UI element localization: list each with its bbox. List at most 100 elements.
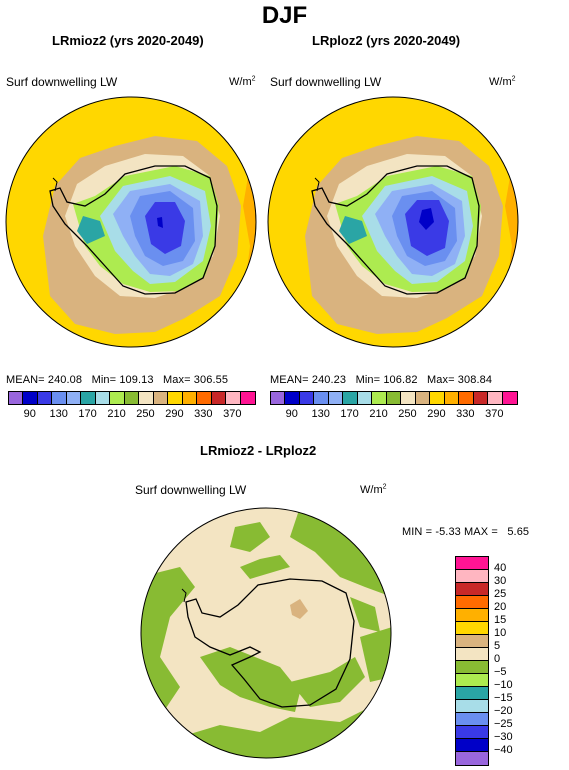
colorbar-swatch xyxy=(456,739,488,752)
colorbar-swatch xyxy=(343,392,358,404)
colorbar-swatch xyxy=(456,648,488,661)
colorbar-tick-label: 330 xyxy=(456,408,475,420)
colorbar-swatch xyxy=(456,557,488,570)
panel2-variable: Surf downwelling LW xyxy=(270,75,382,89)
colorbar-swatch xyxy=(456,661,488,674)
colorbar-swatch xyxy=(197,392,212,404)
colorbar-tick-label: −20 xyxy=(494,705,513,717)
panel1-units: W/m2 xyxy=(229,75,256,88)
colorbar-swatch xyxy=(357,392,373,404)
colorbar-swatch xyxy=(95,392,111,404)
colorbar-swatch xyxy=(473,392,489,404)
colorbar-tick-label: 30 xyxy=(494,575,507,587)
colorbar-swatch xyxy=(299,392,315,404)
colorbar-tick-label: 170 xyxy=(78,408,97,420)
colorbar-tick-label: −25 xyxy=(494,718,513,730)
colorbar-tick-label: 130 xyxy=(311,408,330,420)
colorbar-tick-label: 330 xyxy=(194,408,213,420)
colorbar-tick-label: 370 xyxy=(485,408,504,420)
colorbar-swatch xyxy=(456,570,488,583)
colorbar-tick-label: 0 xyxy=(494,653,501,665)
colorbar-tick-label: 130 xyxy=(49,408,68,420)
colorbar-swatch xyxy=(168,392,183,404)
colorbar-swatch xyxy=(488,392,503,404)
colorbar-swatch xyxy=(328,392,344,404)
colorbar-swatch xyxy=(456,622,488,635)
colorbar-panel1 xyxy=(8,391,256,405)
colorbar-tick-label: 290 xyxy=(427,408,446,420)
colorbar-swatch xyxy=(182,392,198,404)
colorbar-swatch xyxy=(66,392,82,404)
colorbar-swatch xyxy=(456,713,488,726)
colorbar-swatch xyxy=(456,726,488,739)
colorbar-swatch xyxy=(110,392,125,404)
panel3-units: W/m2 xyxy=(360,483,387,496)
colorbar-swatch xyxy=(124,392,140,404)
colorbar-swatch xyxy=(81,392,96,404)
figure-title: DJF xyxy=(261,2,308,29)
colorbar-swatch xyxy=(139,392,154,404)
panel2-title: LRploz2 (yrs 2020-2049) xyxy=(312,33,461,48)
colorbar-swatch xyxy=(285,392,300,404)
colorbar-swatch xyxy=(444,392,460,404)
colorbar-tick-label: 90 xyxy=(285,408,298,420)
colorbar-swatch xyxy=(153,392,169,404)
panel2-units: W/m2 xyxy=(489,75,516,88)
colorbar-tick-label: 10 xyxy=(494,627,507,639)
panel3-variable: Surf downwelling LW xyxy=(135,483,247,497)
colorbar-tick-label: −40 xyxy=(494,744,513,756)
colorbar-swatch xyxy=(37,392,53,404)
colorbar-tick-label: 250 xyxy=(398,408,417,420)
colorbar-swatch xyxy=(456,583,488,596)
map-lrmioz2 xyxy=(5,96,257,348)
colorbar-tick-label: −30 xyxy=(494,731,513,743)
colorbar-panel2 xyxy=(270,391,518,405)
colorbar-swatch xyxy=(271,392,286,404)
colorbar-swatch xyxy=(430,392,445,404)
colorbar-swatch xyxy=(52,392,67,404)
colorbar-swatch xyxy=(456,635,488,648)
colorbar-swatch xyxy=(401,392,416,404)
colorbar-difference xyxy=(455,556,489,766)
colorbar-swatch xyxy=(456,752,488,765)
panel2-stats: MEAN= 240.23 Min= 106.82 Max= 308.84 xyxy=(270,374,493,386)
colorbar-swatch xyxy=(456,700,488,713)
colorbar-tick-label: 5 xyxy=(494,640,501,652)
panel3-title: LRmioz2 - LRploz2 xyxy=(200,443,317,458)
colorbar-swatch xyxy=(211,392,227,404)
colorbar-tick-label: 170 xyxy=(340,408,359,420)
colorbar-swatch xyxy=(240,392,255,404)
panel3-stats: MIN = -5.33 MAX = 5.65 xyxy=(402,526,530,538)
colorbar-tick-label: −15 xyxy=(494,692,513,704)
colorbar-swatch xyxy=(23,392,38,404)
colorbar-tick-label: 290 xyxy=(165,408,184,420)
colorbar-swatch xyxy=(456,609,488,622)
colorbar-swatch xyxy=(226,392,241,404)
colorbar-swatch xyxy=(9,392,24,404)
panel1-variable: Surf downwelling LW xyxy=(6,75,118,89)
colorbar-swatch xyxy=(314,392,329,404)
colorbar-tick-label: 20 xyxy=(494,601,507,613)
map-difference xyxy=(140,507,392,759)
colorbar-swatch xyxy=(456,596,488,609)
colorbar-tick-label: −10 xyxy=(494,679,513,691)
panel1-title: LRmioz2 (yrs 2020-2049) xyxy=(52,33,204,48)
colorbar-swatch xyxy=(456,687,488,700)
colorbar-tick-label: 25 xyxy=(494,588,507,600)
colorbar-tick-label: 90 xyxy=(23,408,36,420)
map-lrploz2 xyxy=(267,96,519,348)
colorbar-swatch xyxy=(459,392,474,404)
colorbar-swatch xyxy=(372,392,387,404)
colorbar-tick-label: 210 xyxy=(107,408,126,420)
colorbar-tick-label: 210 xyxy=(369,408,388,420)
colorbar-swatch xyxy=(456,674,488,687)
colorbar-tick-label: −5 xyxy=(494,666,507,678)
colorbar-tick-label: 15 xyxy=(494,614,507,626)
colorbar-tick-label: 40 xyxy=(494,562,507,574)
colorbar-tick-label: 250 xyxy=(136,408,155,420)
panel1-stats: MEAN= 240.08 Min= 109.13 Max= 306.55 xyxy=(6,374,229,386)
colorbar-swatch xyxy=(502,392,517,404)
colorbar-tick-label: 370 xyxy=(223,408,242,420)
colorbar-swatch xyxy=(386,392,402,404)
colorbar-swatch xyxy=(415,392,431,404)
